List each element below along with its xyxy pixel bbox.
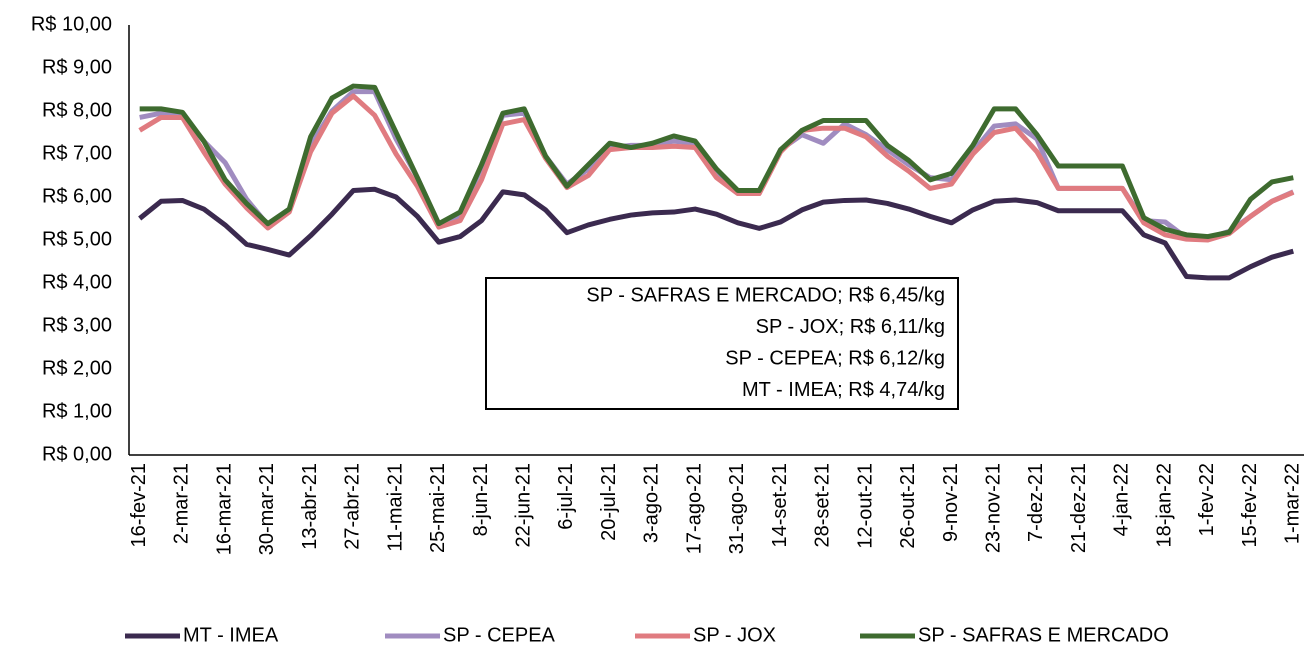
series-line — [138, 93, 1295, 243]
y-tick-label: R$ 5,00 — [42, 228, 112, 250]
x-tick-label: 12-out-21 — [854, 463, 876, 549]
x-tick-label: 7-dez-21 — [1025, 463, 1047, 542]
x-tick-label: 11-mai-21 — [384, 463, 406, 552]
annotation: SP - SAFRAS E MERCADO; R$ 6,45/kg — [586, 284, 945, 306]
y-tick-label: R$ 6,00 — [42, 185, 112, 207]
y-tick-label: R$ 8,00 — [42, 99, 112, 121]
x-tick-label: 31-ago-21 — [726, 463, 748, 554]
x-tick-label: 26-out-21 — [897, 463, 919, 549]
x-tick-label: 8-jun-21 — [470, 463, 492, 536]
legend-label: SP - CEPEA — [443, 624, 556, 646]
series-line — [139, 83, 1294, 240]
x-tick-label: 14-set-21 — [769, 463, 791, 548]
x-tick-label: 4-jan-22 — [1111, 463, 1133, 536]
legend-label: SP - SAFRAS E MERCADO — [918, 624, 1169, 646]
x-tick-label: 16-mar-21 — [213, 463, 235, 555]
annotation: MT - IMEA; R$ 4,74/kg — [742, 379, 945, 401]
x-tick-label: 28-set-21 — [812, 463, 834, 548]
x-tick-label: 30-mar-21 — [256, 463, 278, 555]
y-tick-label: R$ 0,00 — [42, 443, 112, 465]
legend-label: MT - IMEA — [183, 624, 279, 646]
x-tick-label: 9-nov-21 — [940, 463, 962, 542]
y-tick-label: R$ 1,00 — [42, 400, 112, 422]
x-tick-label: 1-mar-22 — [1282, 463, 1304, 544]
y-tick-label: R$ 10,00 — [31, 13, 112, 35]
y-tick-label: R$ 4,00 — [42, 271, 112, 293]
x-tick-label: 27-abr-21 — [342, 463, 364, 550]
x-tick-label: 2-mar-21 — [171, 463, 193, 544]
annotation: SP - JOX; R$ 6,11/kg — [756, 316, 945, 338]
x-tick-label: 17-ago-21 — [683, 463, 705, 554]
x-tick-label: 3-ago-21 — [641, 463, 663, 543]
legend-label: SP - JOX — [693, 624, 776, 646]
x-tick-label: 18-jan-22 — [1153, 463, 1175, 548]
x-tick-label: 6-jul-21 — [555, 463, 577, 530]
x-tick-label: 22-jun-21 — [513, 463, 535, 548]
x-tick-label: 25-mai-21 — [427, 463, 449, 553]
x-tick-label: 20-jul-21 — [598, 463, 620, 541]
x-tick-label: 21-dez-21 — [1068, 463, 1090, 553]
y-tick-label: R$ 9,00 — [42, 56, 112, 78]
annotation: SP - CEPEA; R$ 6,12/kg — [725, 347, 945, 369]
x-tick-label: 13-abr-21 — [299, 463, 321, 550]
annotation-box — [485, 277, 959, 410]
y-tick-label: R$ 2,00 — [42, 357, 112, 379]
y-tick-label: R$ 3,00 — [42, 314, 112, 336]
y-tick-label: R$ 7,00 — [42, 142, 112, 164]
x-tick-label: 16-fev-21 — [128, 463, 150, 548]
x-tick-label: 1-fev-22 — [1196, 463, 1218, 536]
series-line — [138, 186, 1294, 281]
x-tick-label: 15-fev-22 — [1239, 463, 1261, 548]
x-tick-label: 23-nov-21 — [983, 463, 1005, 553]
